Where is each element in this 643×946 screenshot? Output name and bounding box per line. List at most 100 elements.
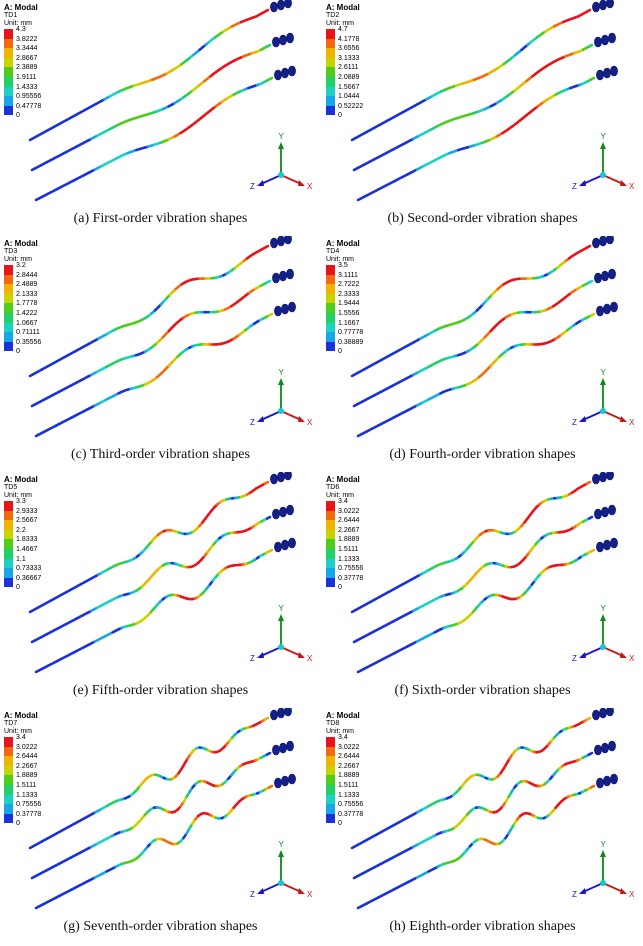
electrode-ring: [281, 775, 289, 787]
tube-segment: [585, 244, 592, 249]
legend-row: 0: [326, 820, 363, 833]
legend-value: 1.8889: [338, 772, 360, 780]
panel-h: Y X Z A: Modal TD8 Unit: mm 3.4 3.0222 2.6444 2.2…: [322, 708, 643, 944]
legend-swatch: [4, 274, 13, 285]
legend-swatch: [4, 510, 13, 521]
electrode-ring: [596, 69, 604, 81]
contour-legend: A: Modal TD1 Unit: mm 4.3 3.8222 3.3444 2.8667…: [4, 3, 41, 125]
legend-value: 1.5111: [16, 781, 37, 789]
tube-segment: [585, 8, 592, 13]
tube-3: [356, 65, 618, 202]
legend-swatch: [326, 577, 335, 588]
legend-value: 0.37778: [338, 810, 364, 818]
legend-swatch: [4, 48, 13, 58]
legend-swatch: [326, 274, 335, 285]
legend-value: 3.4: [16, 734, 26, 741]
legend-row: 1.5111: [4, 781, 41, 795]
tube-segment: [589, 76, 596, 81]
legend-row: 1.1333: [326, 556, 363, 569]
legend-row: 2.6444: [4, 753, 41, 766]
legend-row: 3.4: [326, 734, 363, 747]
tube-segment: [265, 43, 272, 48]
z-axis-arrow: [257, 888, 264, 894]
legend-value: 0.75556: [16, 801, 42, 809]
legend-row: 0.75556: [326, 801, 363, 814]
legend-unit: Unit: mm: [4, 20, 32, 27]
legend-row: 2.7222: [326, 281, 363, 294]
tube-2: [352, 32, 616, 172]
electrode-ring: [606, 708, 614, 717]
legend-swatch: [4, 804, 13, 814]
legend-row: 2.2667: [4, 763, 41, 776]
z-axis-line: [260, 882, 282, 893]
legend-swatch: [4, 520, 13, 530]
legend-swatch: [4, 67, 13, 77]
legend-swatch: [4, 746, 13, 757]
legend-swatch: [4, 784, 13, 795]
electrode-ring: [286, 268, 294, 280]
legend-swatch: [326, 765, 335, 776]
legend-header: A: Modal: [4, 3, 38, 12]
legend-swatch: [326, 501, 335, 511]
electrode-ring: [610, 65, 618, 77]
electrode-ring: [272, 744, 280, 756]
electrode-ring: [277, 0, 285, 11]
electrode-ring: [592, 473, 600, 485]
legend-value: 1.4667: [16, 545, 38, 553]
legend-swatch: [4, 765, 13, 776]
legend-row: 1.0444: [326, 93, 363, 106]
panel-caption: (a) First-order vibration shapes: [73, 211, 248, 226]
legend-swatch: [4, 105, 13, 116]
electrode-ring: [596, 305, 604, 317]
electrode-ring: [270, 237, 278, 249]
tube-segment: [585, 480, 592, 485]
legend-scale: 4.3 3.8222 3.3444 2.8667 2.3889 1.9111 1.4333 0…: [4, 26, 41, 125]
legend-row: 1.1: [4, 556, 41, 569]
legend-swatch: [326, 105, 335, 116]
legend-value: 2.3889: [16, 64, 38, 72]
legend-row: 1.1333: [326, 792, 363, 805]
legend-row: 1.5556: [326, 310, 363, 323]
electrode-ring: [270, 1, 278, 13]
legend-value: 3.8222: [16, 35, 38, 43]
legend-swatch: [326, 746, 335, 757]
legend-value: 3.0222: [338, 743, 360, 751]
legend-value: 2.0889: [338, 73, 360, 81]
legend-swatch: [326, 96, 335, 106]
legend-scale: 4.7 4.1778 3.6556 3.1333 2.6111 2.0889 1.5667 1…: [326, 26, 363, 125]
legend-value: 1.9111: [16, 73, 37, 81]
legend-swatch: [4, 332, 13, 342]
legend-row: 0.37778: [326, 810, 364, 824]
axis-origin: [600, 644, 606, 650]
legend-value: 2.2667: [338, 762, 360, 770]
tube-segment: [589, 784, 596, 789]
axis-triad: Y X Z: [572, 132, 635, 191]
legend-value: 0.71111: [16, 329, 40, 337]
x-axis-label: X: [629, 654, 635, 663]
legend-swatch: [4, 29, 13, 39]
legend-row: 1.7778: [4, 300, 41, 313]
legend-row: 3.0222: [326, 508, 363, 521]
legend-row: 1.8889: [4, 772, 41, 785]
electrode-ring: [286, 504, 294, 516]
z-axis-arrow: [579, 180, 586, 186]
electrode-ring: [601, 34, 609, 46]
legend-mode: TD3: [4, 248, 18, 255]
y-axis-arrow: [600, 142, 606, 149]
axis-triad: Y X Z: [250, 368, 313, 427]
electrode-ring: [284, 472, 292, 481]
z-axis-label: Z: [250, 890, 255, 899]
y-axis-arrow: [278, 850, 284, 857]
legend-value: 0: [338, 820, 342, 828]
legend-swatch: [326, 29, 335, 39]
electrode-ring: [288, 773, 296, 785]
x-axis-line: [602, 410, 624, 421]
legend-value: 0: [338, 584, 342, 592]
legend-value: 2.8444: [16, 271, 38, 279]
legend-value: 0: [16, 584, 20, 592]
tube-2: [30, 504, 294, 644]
legend-unit: Unit: mm: [326, 492, 354, 499]
z-axis-line: [260, 410, 282, 421]
legend-value: 1.0667: [16, 319, 38, 327]
